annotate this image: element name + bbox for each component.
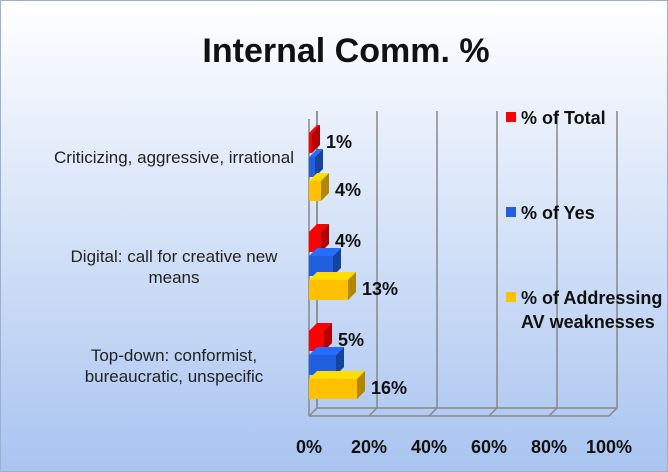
y-tick-label: Digital: call for creative new means [70, 247, 278, 287]
x-tick-label: 20% [351, 437, 387, 457]
y-tick-label: Criticizing, aggressive, irrational [54, 148, 294, 167]
legend-label: % of Addressing AV weaknesses [521, 288, 663, 332]
bar [309, 323, 332, 351]
legend-label: % of Yes [521, 203, 595, 223]
x-tick-label: 0% [296, 437, 322, 457]
bar [309, 371, 365, 399]
bar [309, 224, 329, 252]
bar [309, 248, 341, 276]
bar [309, 347, 344, 375]
legend-label: % of Total [521, 108, 606, 128]
chart-title: Internal Comm. % [202, 32, 489, 70]
grid-line [368, 111, 378, 417]
grid-line [608, 111, 618, 417]
x-tick-label: 80% [531, 437, 567, 457]
data-label: 1% [326, 132, 352, 152]
bar [309, 149, 323, 177]
data-label: 13% [362, 279, 398, 299]
bar [309, 173, 329, 201]
grid-line [548, 111, 558, 417]
y-tick-label: Top-down: conformist, bureaucratic, unsp… [84, 346, 264, 386]
x-tick-label: 40% [411, 437, 447, 457]
grid-line [488, 111, 498, 417]
data-label: 4% [335, 231, 361, 251]
legend-swatch [506, 112, 516, 122]
x-tick-label: 100% [586, 437, 632, 457]
x-tick-label: 60% [471, 437, 507, 457]
data-label: 4% [335, 180, 361, 200]
grid-line [428, 111, 438, 417]
bar [309, 125, 320, 153]
legend-swatch [506, 207, 516, 217]
data-label: 16% [371, 378, 407, 398]
axis-frame [316, 111, 617, 409]
legend-swatch [506, 292, 516, 302]
grid-line [308, 111, 318, 417]
bar [309, 272, 356, 300]
data-label: 5% [338, 330, 364, 350]
